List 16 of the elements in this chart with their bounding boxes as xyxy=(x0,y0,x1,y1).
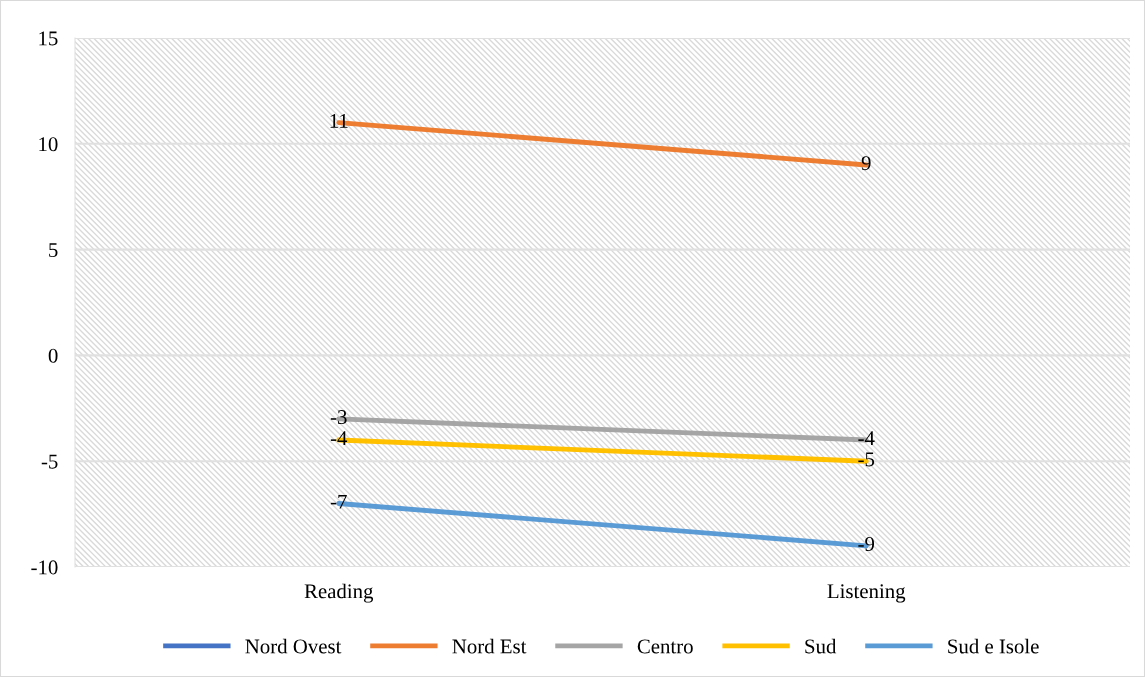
data-label: 9 xyxy=(861,156,871,171)
y-tick-label: -10 xyxy=(31,560,58,575)
data-label: -4 xyxy=(858,431,875,446)
legend-label: Nord Ovest xyxy=(245,638,342,654)
x-tick-label: Reading xyxy=(304,583,374,603)
data-label: -3 xyxy=(330,410,347,425)
y-tick-label: 5 xyxy=(49,243,58,258)
y-tick-label: 10 xyxy=(39,137,58,152)
y-tick-label: 15 xyxy=(39,31,58,46)
y-tick-label: -5 xyxy=(41,454,58,469)
legend-label: Sud e Isole xyxy=(948,638,1039,654)
legend-label: Sud xyxy=(805,638,837,654)
legend-label: Nord Est xyxy=(452,638,527,654)
x-tick-label: Listening xyxy=(827,584,906,603)
y-tick-label: 0 xyxy=(48,348,58,363)
legend-label: Centro xyxy=(637,639,693,654)
